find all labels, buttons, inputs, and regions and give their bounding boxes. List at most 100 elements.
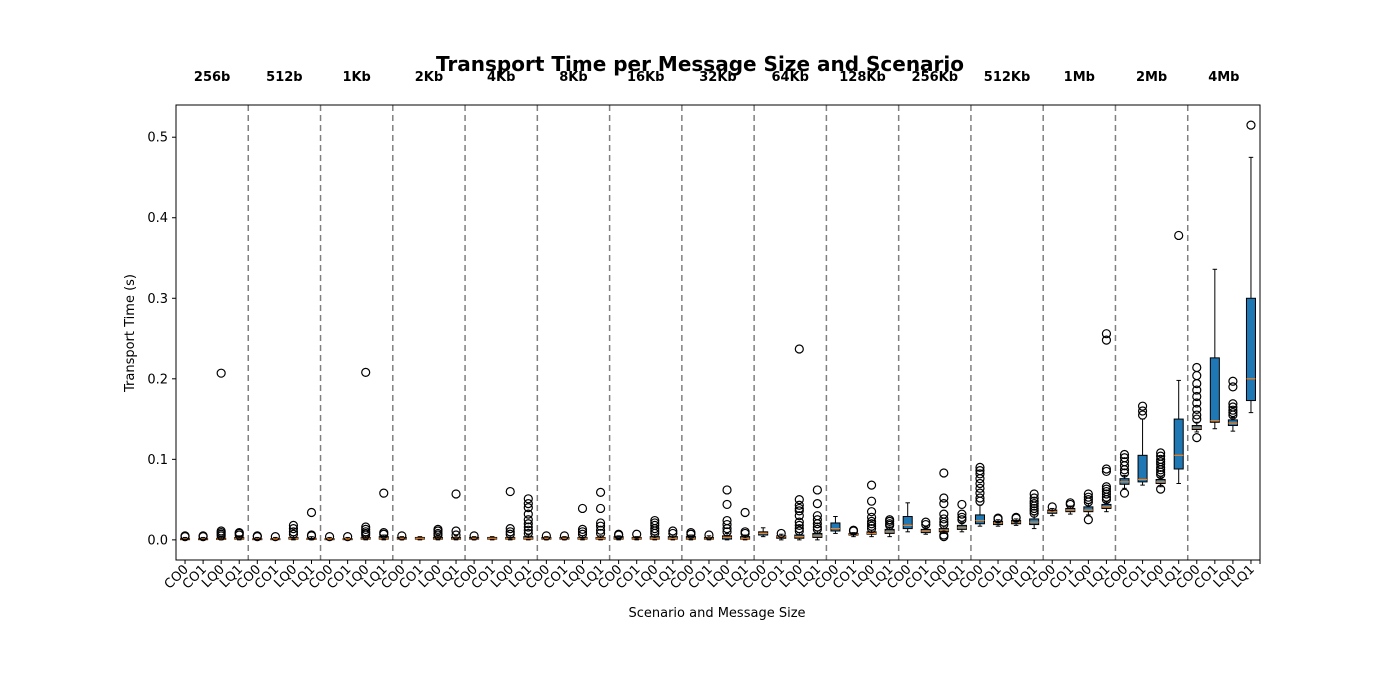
box-512Kb-LQ0 bbox=[1011, 512, 1022, 526]
box-8Kb-CO0 bbox=[541, 531, 552, 541]
outlier-point bbox=[975, 469, 985, 479]
box-body bbox=[1173, 418, 1184, 470]
box-256b-LQ1 bbox=[234, 528, 245, 541]
outlier-point bbox=[288, 520, 299, 530]
box-4Mb-CO1 bbox=[1209, 268, 1220, 430]
outlier-point bbox=[379, 528, 389, 538]
outlier-point bbox=[794, 511, 804, 521]
outlier-point bbox=[523, 515, 533, 525]
outlier-point bbox=[975, 466, 985, 476]
outlier-point bbox=[361, 367, 371, 377]
outlier-point bbox=[523, 528, 533, 539]
outlier-point bbox=[650, 518, 660, 528]
outlier-point bbox=[866, 512, 877, 522]
outlier-point bbox=[1192, 432, 1202, 443]
outlier-point bbox=[722, 527, 732, 537]
outlier-point bbox=[794, 517, 804, 527]
box-16Kb-LQ1 bbox=[667, 526, 678, 541]
outlier-point bbox=[993, 513, 1003, 523]
box-1Mb-LQ0 bbox=[1083, 489, 1094, 525]
group-label-4Mb: 4Mb bbox=[1208, 70, 1239, 85]
outlier-point bbox=[939, 499, 949, 509]
outlier-point bbox=[1029, 489, 1039, 499]
x-axis-label: Scenario and Message Size bbox=[628, 606, 805, 621]
box-256Kb-LQ0 bbox=[938, 468, 949, 542]
outlier-point bbox=[1228, 399, 1238, 409]
outlier-point bbox=[505, 527, 515, 537]
y-tick-label: 0.2 bbox=[147, 372, 168, 387]
outlier-point bbox=[939, 519, 949, 530]
outlier-point bbox=[343, 532, 353, 542]
outlier-point bbox=[1228, 408, 1238, 418]
box-256b-LQ0 bbox=[216, 368, 227, 541]
outlier-point bbox=[234, 528, 244, 538]
outlier-point bbox=[1156, 484, 1166, 494]
box-64Kb-LQ1 bbox=[812, 485, 823, 541]
outlier-point bbox=[361, 522, 371, 532]
outlier-point bbox=[1192, 385, 1202, 395]
box-256Kb-CO1 bbox=[920, 517, 931, 535]
outlier-point bbox=[812, 511, 822, 521]
outlier-point bbox=[433, 524, 443, 534]
box-512b-LQ0 bbox=[288, 520, 299, 541]
box-64Kb-CO1 bbox=[776, 528, 787, 541]
outlier-point bbox=[740, 527, 750, 537]
outlier-point bbox=[939, 509, 949, 519]
outlier-point bbox=[523, 494, 533, 504]
box-512b-CO1 bbox=[270, 532, 281, 542]
outlier-point bbox=[704, 530, 714, 540]
outlier-point bbox=[1137, 406, 1148, 416]
box-256Kb-LQ1 bbox=[956, 499, 967, 533]
outlier-point bbox=[523, 525, 533, 535]
group-label-2Kb: 2Kb bbox=[415, 70, 443, 85]
box-1Kb-LQ1 bbox=[378, 488, 389, 541]
box-1Kb-LQ0 bbox=[360, 367, 371, 541]
outlier-point bbox=[595, 503, 606, 514]
outlier-point bbox=[1029, 493, 1039, 503]
box-4Kb-CO0 bbox=[469, 531, 480, 541]
box-32Kb-LQ1 bbox=[740, 507, 751, 541]
outlier-point bbox=[957, 515, 967, 525]
box-body bbox=[974, 514, 985, 525]
outlier-point bbox=[939, 530, 949, 540]
outlier-point bbox=[812, 522, 822, 532]
outlier-point bbox=[1065, 498, 1075, 508]
box-256Kb-CO0 bbox=[902, 502, 913, 533]
outlier-point bbox=[361, 527, 371, 537]
group-separators bbox=[247, 105, 1189, 560]
outlier-point bbox=[379, 488, 389, 498]
outlier-point bbox=[957, 509, 967, 519]
outlier-point bbox=[794, 526, 804, 536]
group-label-2Mb: 2Mb bbox=[1136, 70, 1167, 85]
outlier-point bbox=[1192, 404, 1202, 415]
box-8Kb-CO1 bbox=[559, 531, 570, 541]
y-tick-label: 0.5 bbox=[147, 131, 168, 146]
y-axis-label: Transport Time (s) bbox=[123, 274, 138, 393]
box-512b-LQ1 bbox=[306, 507, 317, 541]
group-labels: 256b 512b 1Kb 2Kb 4Kb 8Kb 16Kb 32Kb 64Kb 128Kb 256… bbox=[194, 70, 1240, 85]
box-body bbox=[1245, 297, 1256, 402]
outlier-point bbox=[1119, 457, 1130, 467]
box-512b-CO0 bbox=[252, 531, 263, 542]
outlier-point bbox=[595, 521, 606, 531]
outlier-point bbox=[614, 529, 624, 539]
outlier-point bbox=[866, 507, 877, 517]
outlier-point bbox=[451, 489, 461, 499]
x-axis: CO0CO1LQ0LQ1CO0CO1LQ0LQ1CO0CO1LQ0LQ1CO0C… bbox=[162, 560, 1261, 592]
outlier-point bbox=[921, 519, 931, 530]
outlier-point bbox=[812, 515, 822, 525]
outlier-point bbox=[1101, 329, 1112, 339]
outlier-point bbox=[1156, 451, 1166, 461]
outlier-point bbox=[939, 514, 949, 524]
outlier-point bbox=[668, 526, 678, 536]
group-label-4Kb: 4Kb bbox=[487, 70, 515, 85]
outlier-point bbox=[812, 499, 822, 509]
box-2Mb-LQ0 bbox=[1155, 448, 1166, 494]
outlier-point bbox=[577, 529, 588, 539]
box-1Mb-CO1 bbox=[1065, 498, 1076, 515]
outlier-point bbox=[523, 522, 533, 532]
plot-frame bbox=[175, 104, 1261, 561]
outlier-point bbox=[577, 527, 588, 537]
outlier-point bbox=[650, 515, 660, 526]
